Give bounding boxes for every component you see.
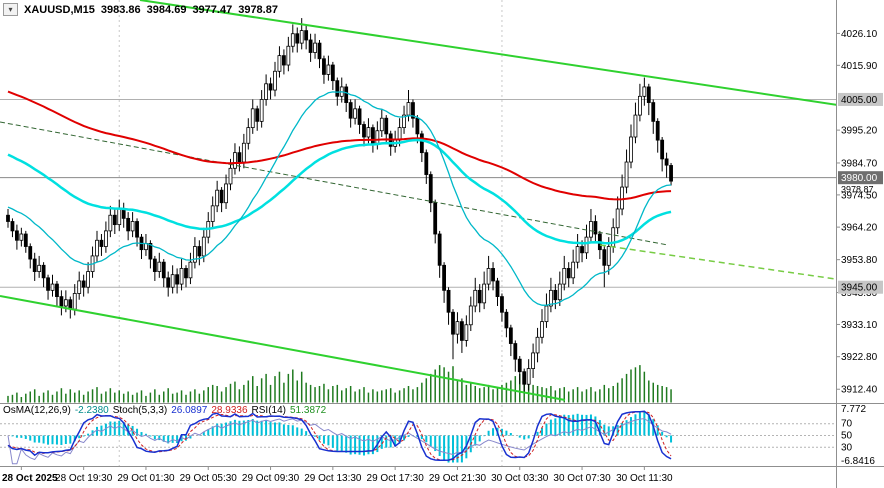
time-axis-label: 29 Oct 17:30 — [367, 473, 425, 484]
candles-layer — [6, 18, 673, 394]
price-tick-label: 4026.10 — [841, 29, 878, 40]
stoch-main-line — [7, 410, 672, 462]
panel-axis-label: -6.8416 — [841, 456, 875, 467]
price-tick-label: 3953.80 — [841, 255, 878, 266]
plot-area — [0, 0, 836, 466]
time-axis-label: 29 Oct 09:30 — [242, 473, 300, 484]
panel-axis-label: 7.772 — [841, 404, 866, 415]
ohlc-high: 3984.69 — [146, 3, 187, 16]
panel-axis-label: 70 — [841, 419, 853, 430]
indicator-legend-item: Stoch(5,3,3) — [112, 405, 168, 416]
indicator-legend: OsMA(12,26,9) -2.2380 Stoch(5,3,3) 26.0897 2… — [3, 405, 330, 416]
ma-cyan-fast — [7, 91, 672, 306]
ohlc-open: 3983.86 — [100, 3, 141, 16]
trend-line — [0, 121, 669, 246]
trend-lines-layer — [0, 0, 836, 401]
moving-averages-layer — [7, 90, 672, 306]
price-tick-label: 3933.10 — [841, 320, 878, 331]
panel-axis-label: 30 — [841, 442, 853, 453]
rsi-line — [7, 418, 672, 465]
ohlc-low: 3977.47 — [192, 3, 233, 16]
time-axis-label: 29 Oct 05:30 — [180, 473, 238, 484]
indicator-legend-item: 51.3872 — [289, 405, 327, 416]
indicator-panel-layer — [7, 410, 673, 465]
trend-line — [0, 295, 566, 401]
price-badge-label: 3945.00 — [841, 283, 878, 294]
stoch-signal-line — [7, 411, 672, 461]
ma-cyan-slow — [7, 138, 672, 245]
indicator-legend-item: RSI(14) — [251, 405, 286, 416]
bid-price-label: 3978.87 — [841, 185, 874, 195]
grid-layer — [0, 0, 836, 466]
time-axis-label: 29 Oct 13:30 — [304, 473, 362, 484]
time-axis-label: 28 Oct 2025 — [2, 473, 58, 484]
price-badge — [838, 92, 883, 106]
indicator-legend-item: 26.0897 — [171, 405, 208, 416]
time-axis-label: 29 Oct 21:30 — [429, 473, 487, 484]
trend-line — [599, 244, 836, 280]
time-axis-label: 28 Oct 19:30 — [55, 473, 113, 484]
trend-line — [139, 0, 836, 106]
volume-layer — [7, 365, 672, 403]
price-badge — [838, 171, 883, 185]
time-axis-label: 30 Oct 07:30 — [553, 473, 611, 484]
price-tick-label: 3984.70 — [841, 158, 878, 169]
time-axis-label: 30 Oct 11:30 — [616, 473, 673, 484]
price-tick-label: 3912.40 — [841, 385, 878, 396]
time-axis-label: 29 Oct 01:30 — [117, 473, 175, 484]
time-axis-label: 30 Oct 03:30 — [491, 473, 549, 484]
indicator-legend-item: -2.2380 — [74, 405, 109, 416]
price-tick-label: 3995.20 — [841, 126, 878, 137]
ohlc-close: 3978.87 — [238, 3, 278, 16]
price-badge-label: 3980.00 — [841, 173, 878, 184]
chart-ohlc-header: ▾ XAUUSD,M15 3983.86 3984.69 3977.47 397… — [3, 3, 278, 16]
price-tick-label: 3974.50 — [841, 190, 878, 201]
chevron-down-icon: ▾ — [8, 5, 13, 14]
price-axis: 4026.10 4015.90 3995.20 3984.70 3974.50 3964.… — [836, 29, 883, 467]
indicator-legend-item: 28.9336 — [211, 405, 248, 416]
price-tick-label: 3922.80 — [841, 352, 878, 363]
indicator-legend-item: OsMA(12,26,9) — [3, 405, 71, 416]
symbol-timeframe-label: XAUUSD,M15 — [24, 3, 95, 16]
price-tick-label: 3964.20 — [841, 223, 878, 234]
price-badge — [838, 280, 883, 294]
horizontal-lines-layer — [0, 98, 836, 288]
price-tick-label: 4015.90 — [841, 61, 878, 72]
panel-axis-label: 50 — [841, 431, 853, 442]
symbol-dropdown-button[interactable]: ▾ — [3, 3, 18, 16]
ma-red-slow — [7, 90, 672, 201]
price-badge-label: 4005.00 — [841, 95, 878, 106]
